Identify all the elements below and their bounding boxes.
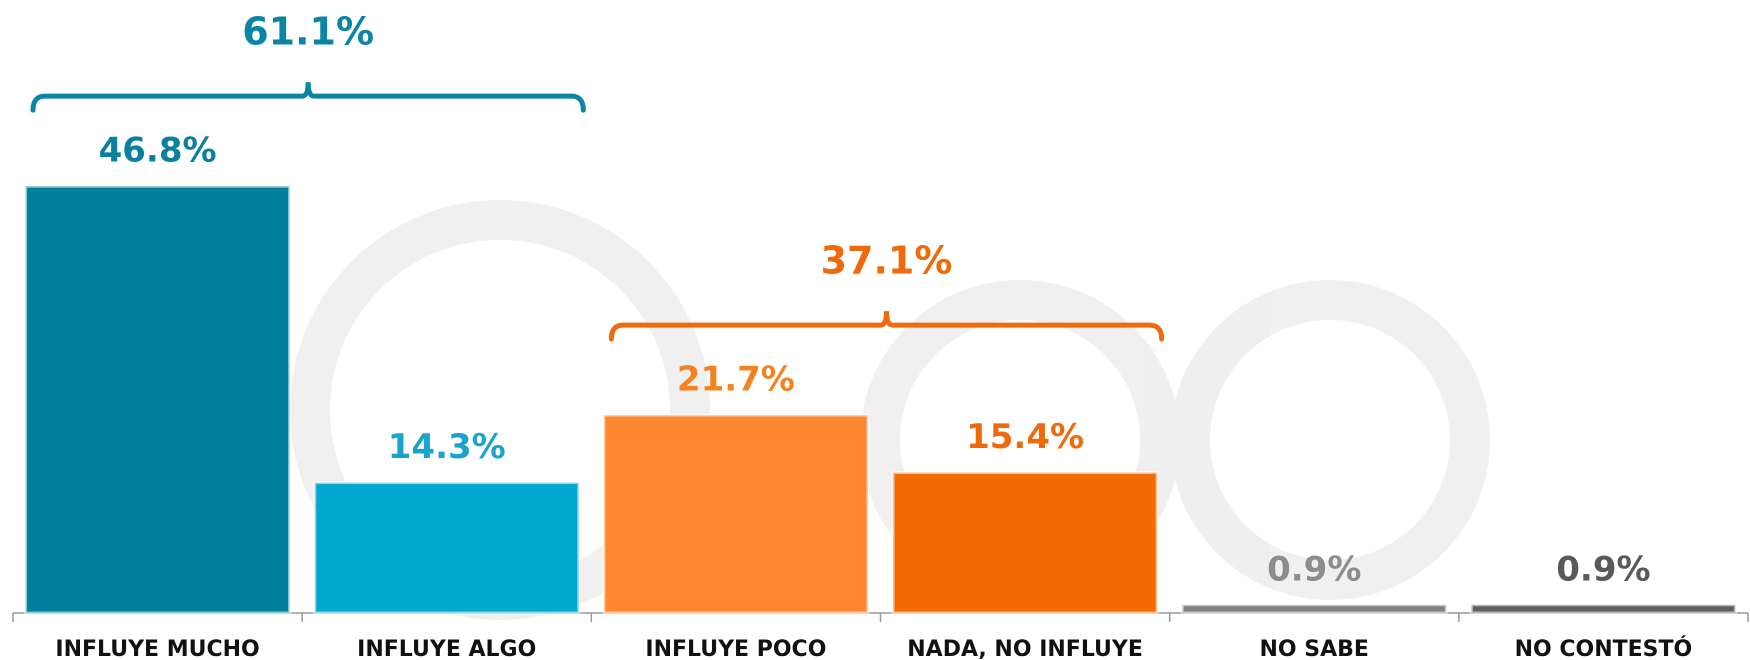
bar bbox=[891, 471, 1159, 615]
group-total: 37.1% bbox=[821, 239, 953, 283]
x-tick-label: INFLUYE POCO bbox=[645, 637, 826, 660]
x-tick-label: INFLUYE MUCHO bbox=[55, 637, 259, 660]
value-label: 14.3% bbox=[388, 427, 506, 467]
bracket bbox=[30, 82, 586, 113]
bar bbox=[313, 481, 581, 615]
value-label: 15.4% bbox=[966, 417, 1084, 457]
bar bbox=[24, 184, 292, 615]
bar bbox=[602, 413, 870, 615]
value-label: 21.7% bbox=[677, 360, 795, 400]
value-label: 0.9% bbox=[1556, 549, 1650, 589]
value-label: 46.8% bbox=[99, 131, 217, 171]
x-tick-label: NO CONTESTÓ bbox=[1515, 636, 1693, 660]
bar bbox=[1469, 603, 1737, 615]
bar bbox=[1180, 603, 1448, 615]
x-tick-label: NO SABE bbox=[1260, 637, 1369, 660]
bracket bbox=[608, 311, 1165, 342]
x-tick-label: NADA, NO INFLUYE bbox=[907, 637, 1143, 660]
group-total: 61.1% bbox=[242, 10, 374, 54]
value-label: 0.9% bbox=[1267, 549, 1361, 589]
x-tick-label: INFLUYE ALGO bbox=[357, 637, 536, 660]
